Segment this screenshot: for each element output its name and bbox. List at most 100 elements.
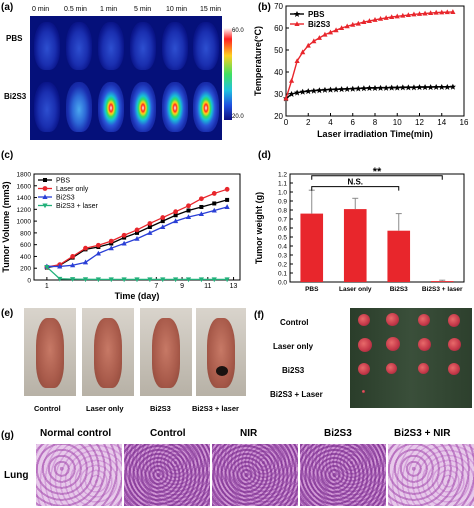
thermal-mouse — [130, 22, 156, 70]
bar — [343, 209, 367, 282]
x-tick-label: 6 — [351, 118, 356, 127]
data-point — [82, 259, 89, 265]
data-point — [135, 230, 139, 235]
legend-label: PBS — [308, 10, 325, 19]
data-point — [147, 225, 152, 229]
data-point — [95, 242, 101, 248]
tumor-volume-chart: 0 200 400 600 800 1000 1200 1400 1600 1800 1 7 9 11 13… — [1, 172, 241, 301]
data-point — [333, 27, 339, 33]
y-tick-label: 0.1 — [278, 271, 287, 278]
histology-image — [36, 444, 122, 506]
thermal-mouse — [34, 22, 60, 70]
y-tick-label: 1800 — [17, 172, 32, 179]
thermal-mouse — [162, 22, 188, 70]
mouse-photo — [140, 308, 192, 396]
histo-header: Bi2S3 + NIR — [394, 428, 451, 439]
data-point — [416, 84, 423, 91]
data-point — [344, 85, 351, 92]
histo-header: Normal control — [40, 428, 112, 439]
y-tick-label: 0.8 — [278, 208, 287, 215]
data-point — [450, 9, 456, 14]
tumor-row-label: Bi2S3 + Laser — [270, 390, 323, 399]
data-point — [422, 84, 429, 91]
data-point — [350, 21, 356, 27]
photo-label: Control — [34, 404, 61, 413]
y-tick-label: 1600 — [17, 183, 32, 190]
data-point — [198, 211, 204, 217]
legend-marker — [294, 21, 300, 26]
y-tick-label: 400 — [20, 254, 31, 261]
data-point — [360, 85, 367, 92]
data-point — [199, 204, 204, 209]
panel-label-g: (g) — [1, 430, 14, 441]
tumor-row-label: Laser only — [273, 342, 314, 351]
legend-marker — [43, 178, 47, 182]
histology-image — [124, 444, 210, 506]
data-point — [439, 9, 445, 15]
legend-label: Laser only — [56, 186, 89, 193]
data-point — [389, 14, 395, 19]
data-point — [160, 215, 166, 220]
category-label: Bi2S3 + laser — [422, 286, 463, 293]
panel-label-c: (c) — [1, 150, 14, 161]
thermal-mouse — [193, 22, 219, 70]
x-tick-label: 1 — [45, 283, 49, 290]
legend-marker — [294, 11, 300, 17]
data-point — [160, 277, 166, 283]
data-point — [372, 17, 378, 22]
mouse-photo — [196, 308, 246, 396]
data-point — [349, 85, 356, 92]
data-point — [173, 209, 179, 215]
data-point — [422, 10, 428, 16]
histology-image — [212, 444, 298, 506]
annotation-ns: N.S. — [347, 178, 363, 187]
thermal-mouse — [34, 82, 60, 132]
data-point — [316, 87, 323, 94]
legend-marker — [42, 186, 48, 191]
data-point — [333, 86, 340, 93]
x-tick-label: 4 — [328, 118, 333, 127]
data-point — [173, 277, 179, 283]
y-tick-label: 0.2 — [278, 262, 287, 269]
y-tick-label: 0.3 — [278, 253, 287, 260]
data-point — [185, 214, 192, 219]
data-point — [316, 35, 322, 40]
y-tick-label: 60 — [274, 24, 283, 33]
bar — [300, 213, 324, 282]
data-point — [305, 42, 311, 48]
x-tick-label: 13 — [230, 283, 238, 290]
data-point — [211, 191, 217, 196]
time-label: 10 min — [166, 6, 188, 13]
y-tick-label: 1000 — [17, 219, 32, 226]
data-point — [399, 84, 406, 91]
y-tick-label: 0.4 — [278, 244, 287, 251]
histo-row-label-lung: Lung — [4, 470, 29, 481]
data-point — [361, 19, 367, 25]
x-tick-label: 10 — [393, 118, 402, 127]
histology-image — [300, 444, 386, 506]
x-axis-label: Laser irradiation Time(min) — [317, 129, 433, 139]
data-point — [57, 263, 63, 269]
legend-marker — [42, 194, 48, 199]
y-tick-label: 1.0 — [278, 190, 287, 197]
thermal-mouse — [98, 22, 124, 70]
data-point — [198, 196, 204, 202]
data-point — [310, 87, 317, 94]
data-point — [400, 12, 406, 18]
thermal-image-grid — [30, 16, 222, 140]
data-point — [160, 224, 166, 229]
data-point — [327, 86, 334, 93]
x-tick-label: 14 — [437, 118, 446, 127]
data-point — [411, 11, 417, 17]
data-point — [44, 265, 50, 270]
mouse-photo — [24, 308, 76, 396]
bar — [387, 230, 411, 282]
data-point — [294, 58, 300, 63]
data-point — [134, 277, 140, 283]
data-point — [449, 83, 456, 90]
data-point — [416, 11, 423, 16]
y-tick-label: 1200 — [17, 207, 32, 214]
data-point — [95, 277, 101, 283]
data-point — [121, 240, 127, 246]
data-point — [288, 91, 295, 97]
